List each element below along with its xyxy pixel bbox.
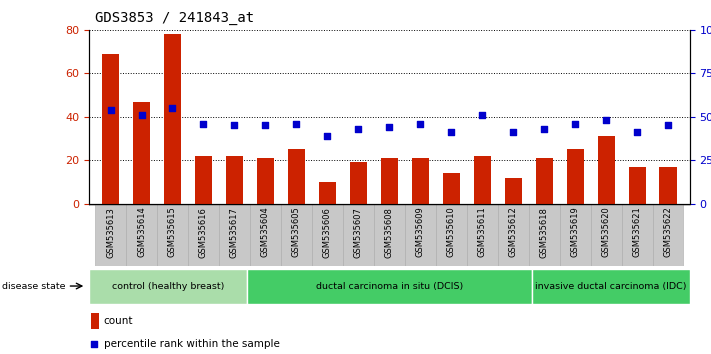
Bar <box>381 158 397 204</box>
Text: GSM535608: GSM535608 <box>385 207 394 257</box>
Bar <box>474 156 491 204</box>
Bar <box>505 178 522 204</box>
Text: count: count <box>104 316 133 326</box>
Text: disease state: disease state <box>1 281 65 291</box>
Bar <box>102 54 119 204</box>
Bar <box>91 313 99 329</box>
Bar <box>405 204 436 266</box>
Text: GSM535610: GSM535610 <box>447 207 456 257</box>
Point <box>476 112 488 118</box>
Point <box>663 123 674 129</box>
Text: GSM535611: GSM535611 <box>478 207 486 257</box>
Point <box>600 118 611 123</box>
Bar <box>226 156 243 204</box>
Point <box>291 121 302 127</box>
Text: GSM535612: GSM535612 <box>508 207 518 257</box>
Bar <box>597 136 614 204</box>
Bar <box>621 204 653 266</box>
Bar <box>126 204 157 266</box>
Bar <box>436 204 466 266</box>
Text: control (healthy breast): control (healthy breast) <box>112 282 224 291</box>
Point <box>353 126 364 132</box>
Bar <box>89 269 247 304</box>
Point <box>105 107 116 113</box>
Point <box>198 121 209 127</box>
Bar <box>157 204 188 266</box>
Point <box>446 130 457 135</box>
Bar <box>412 158 429 204</box>
Point <box>538 126 550 132</box>
Bar <box>343 204 374 266</box>
Bar <box>250 204 281 266</box>
Bar <box>629 167 646 204</box>
Text: percentile rank within the sample: percentile rank within the sample <box>104 339 279 349</box>
Text: GSM535607: GSM535607 <box>354 207 363 257</box>
Text: GSM535616: GSM535616 <box>199 207 208 257</box>
Point <box>167 105 178 111</box>
Text: GSM535615: GSM535615 <box>168 207 177 257</box>
Bar <box>529 204 560 266</box>
Point <box>508 130 519 135</box>
Point <box>384 124 395 130</box>
Bar <box>374 204 405 266</box>
Bar <box>195 156 212 204</box>
Bar <box>660 167 676 204</box>
Text: GSM535609: GSM535609 <box>416 207 424 257</box>
Bar <box>532 269 690 304</box>
Point <box>415 121 426 127</box>
Text: GSM535614: GSM535614 <box>137 207 146 257</box>
Bar <box>257 158 274 204</box>
Bar <box>466 204 498 266</box>
Bar <box>133 102 150 204</box>
Bar <box>443 173 460 204</box>
Text: GSM535606: GSM535606 <box>323 207 332 257</box>
Text: GSM535617: GSM535617 <box>230 207 239 257</box>
Bar <box>247 269 532 304</box>
Text: GSM535613: GSM535613 <box>106 207 115 257</box>
Bar <box>498 204 529 266</box>
Bar <box>591 204 621 266</box>
Point <box>136 112 147 118</box>
Text: GSM535618: GSM535618 <box>540 207 549 257</box>
Point <box>88 341 100 347</box>
Text: GSM535620: GSM535620 <box>602 207 611 257</box>
Bar <box>567 149 584 204</box>
Text: GDS3853 / 241843_at: GDS3853 / 241843_at <box>95 11 254 25</box>
Text: GSM535605: GSM535605 <box>292 207 301 257</box>
Text: ductal carcinoma in situ (DCIS): ductal carcinoma in situ (DCIS) <box>316 282 463 291</box>
Text: GSM535604: GSM535604 <box>261 207 270 257</box>
Bar <box>95 204 126 266</box>
Bar <box>288 149 305 204</box>
Point <box>229 123 240 129</box>
Bar <box>219 204 250 266</box>
Text: GSM535622: GSM535622 <box>663 207 673 257</box>
Bar <box>319 182 336 204</box>
Bar <box>164 34 181 204</box>
Bar <box>188 204 219 266</box>
Text: GSM535619: GSM535619 <box>571 207 579 257</box>
Text: GSM535621: GSM535621 <box>633 207 641 257</box>
Point <box>321 133 333 139</box>
Point <box>570 121 581 127</box>
Point <box>631 130 643 135</box>
Point <box>260 123 271 129</box>
Bar <box>350 162 367 204</box>
Bar <box>535 158 552 204</box>
Text: invasive ductal carcinoma (IDC): invasive ductal carcinoma (IDC) <box>535 282 686 291</box>
Bar <box>560 204 591 266</box>
Bar <box>281 204 312 266</box>
Bar <box>653 204 683 266</box>
Bar <box>312 204 343 266</box>
